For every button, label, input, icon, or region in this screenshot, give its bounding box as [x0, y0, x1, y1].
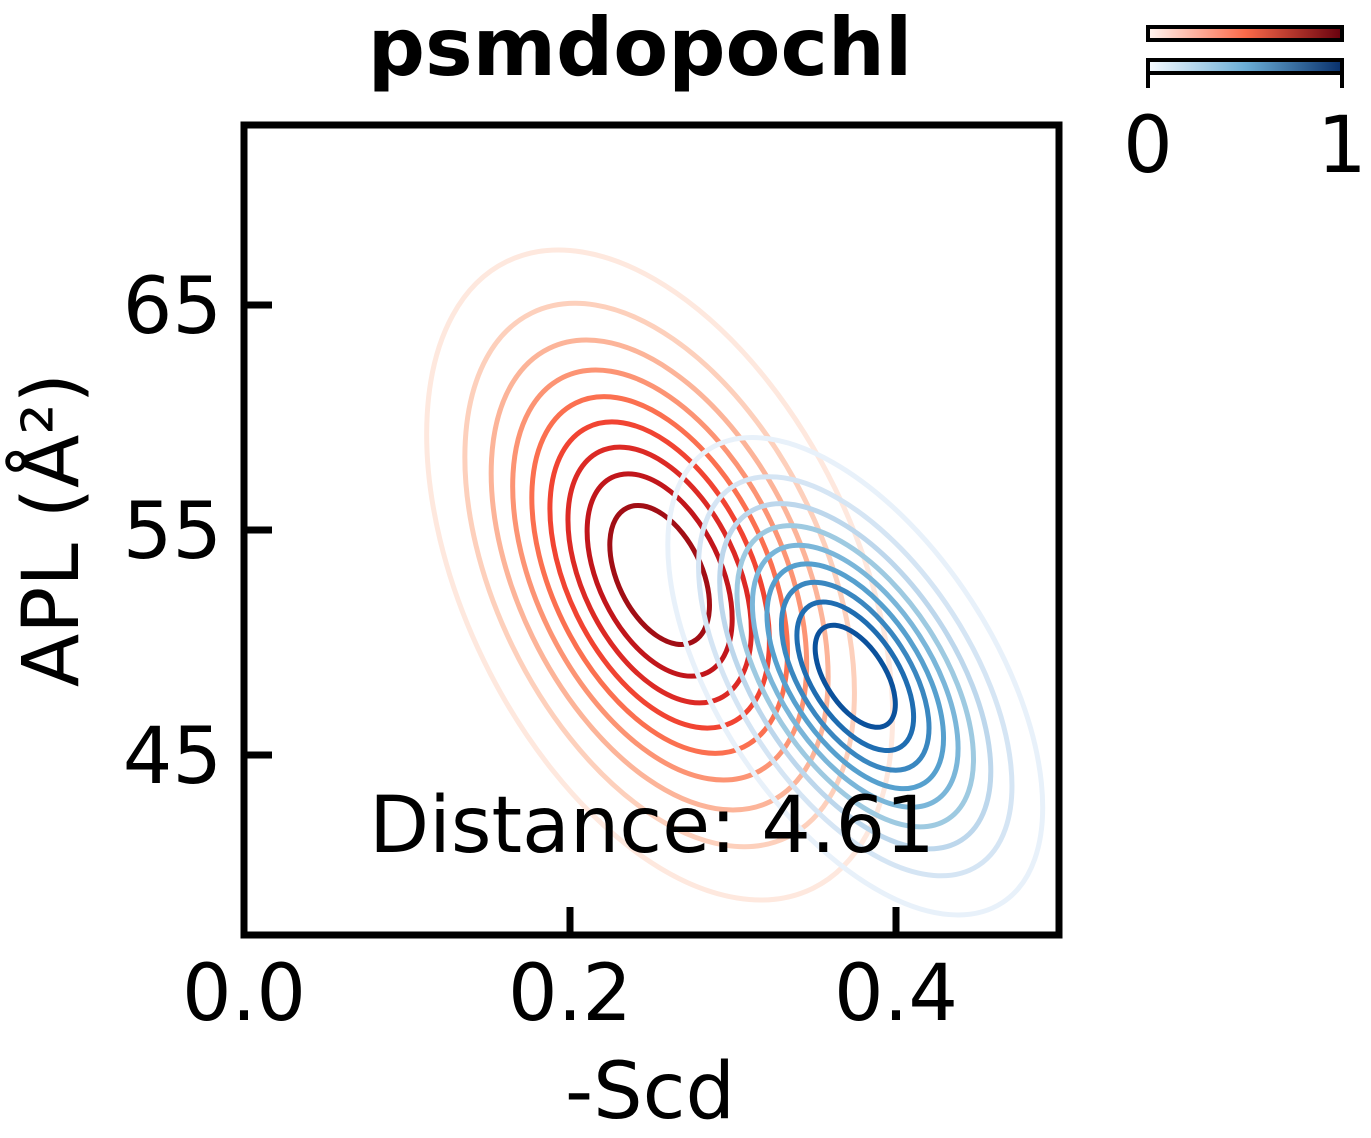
red-contour-level-5 [529, 394, 790, 756]
x-tick-label: 0.4 [834, 949, 958, 1039]
red-contour-level-3 [488, 337, 831, 813]
colorbar-min-label: 0 [1123, 101, 1173, 191]
colorbar-max-label: 1 [1317, 101, 1367, 191]
y-axis: 45 55 65 [123, 262, 272, 802]
colorbar-blues [1146, 58, 1344, 75]
blue-contour-level-2 [696, 474, 1015, 879]
blue-contour-level-4 [734, 523, 976, 830]
x-axis: 0.0 0.2 0.4 [182, 907, 958, 1039]
y-tick-label: 65 [123, 262, 222, 352]
blue-contour-level-9 [812, 622, 898, 730]
x-tick-label: 0.2 [508, 949, 632, 1039]
y-tick-label: 55 [123, 487, 222, 577]
blue-contour-level-5 [749, 542, 961, 810]
blue-contour-level-1 [665, 435, 1046, 918]
blue-contour-level-7 [778, 579, 932, 773]
chart-title: psmdopochl [368, 1, 913, 94]
blue-contour-level-6 [764, 561, 947, 792]
x-tick-label: 0.0 [182, 949, 306, 1039]
red-contour-level-6 [547, 419, 772, 731]
annotation-distance: Distance: 4.61 [369, 781, 935, 871]
y-axis-label: APL (Å²) [5, 373, 97, 687]
red-contour-level-1 [424, 247, 896, 903]
colorbar-reds [1146, 25, 1344, 42]
red-contour-level-8 [584, 471, 735, 679]
colorbar: 0 1 [1123, 25, 1367, 191]
blue-contour-level-8 [794, 599, 917, 754]
y-tick-label: 45 [123, 712, 222, 802]
blue-contour-level-3 [717, 501, 994, 852]
contour-layer [424, 247, 1046, 918]
x-axis-label: -Scd [565, 1047, 735, 1137]
red-contour-level-2 [462, 300, 857, 850]
red-contour-level-7 [565, 444, 754, 706]
